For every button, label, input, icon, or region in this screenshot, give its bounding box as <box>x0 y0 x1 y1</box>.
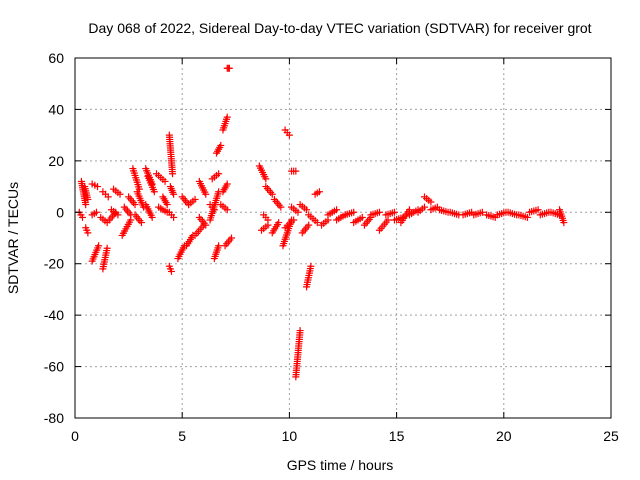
data-point <box>217 141 225 149</box>
data-point <box>170 213 178 221</box>
y-tick-label: -20 <box>44 256 64 272</box>
data-point <box>478 208 486 216</box>
data-point <box>427 198 435 206</box>
y-tick-label: 60 <box>48 50 64 66</box>
data-point <box>268 190 276 198</box>
data-point <box>92 208 100 216</box>
data-point <box>375 208 383 216</box>
data-point <box>215 170 223 178</box>
data-point <box>114 211 122 219</box>
y-tick-label: 20 <box>48 153 64 169</box>
data-point <box>167 267 175 275</box>
y-tick-label: -60 <box>44 359 64 375</box>
data-point <box>294 208 302 216</box>
data-point <box>116 190 124 198</box>
data-point <box>150 188 158 196</box>
y-tick-label: -80 <box>44 410 64 426</box>
data-point <box>202 221 210 229</box>
data-point <box>285 131 293 139</box>
data-point <box>202 190 210 198</box>
data-point <box>277 203 285 211</box>
data-point <box>390 208 398 216</box>
data-point <box>303 206 311 214</box>
data-point <box>523 213 531 221</box>
x-tick-label: 0 <box>71 428 79 444</box>
x-tick-label: 20 <box>496 428 512 444</box>
data-point <box>313 219 321 227</box>
data-point <box>264 216 272 224</box>
chart-title: Day 068 of 2022, Sidereal Day-to-day VTE… <box>88 20 591 36</box>
data-point <box>84 229 92 237</box>
plot-frame <box>74 57 612 419</box>
data-point <box>95 242 103 250</box>
data-point <box>228 234 236 242</box>
y-tick-label: -40 <box>44 307 64 323</box>
y-tick-label: 40 <box>48 101 64 117</box>
data-point <box>307 262 315 270</box>
grid-lines <box>75 58 611 418</box>
y-tick-label: 0 <box>56 204 64 220</box>
data-point <box>94 183 102 191</box>
data-point <box>79 213 87 221</box>
data-point <box>350 208 358 216</box>
data-point <box>163 201 171 209</box>
data-point <box>170 190 178 198</box>
data-point <box>223 113 231 121</box>
data-points <box>75 64 568 381</box>
y-axis-label: SDTVAR / TECUs <box>5 182 21 294</box>
data-point <box>223 206 231 214</box>
x-tick-label: 5 <box>178 428 186 444</box>
x-tick-label: 10 <box>282 428 298 444</box>
data-point <box>215 242 223 250</box>
data-point <box>225 64 233 72</box>
data-point <box>296 327 304 335</box>
x-axis-ticks: 0 5 10 15 20 25 <box>71 58 619 444</box>
x-tick-label: 25 <box>603 428 619 444</box>
data-point <box>148 213 156 221</box>
data-point <box>191 195 199 203</box>
data-point <box>275 219 283 227</box>
data-point <box>103 244 111 252</box>
data-point <box>82 201 90 209</box>
data-point <box>358 213 366 221</box>
data-point <box>169 170 177 178</box>
data-point <box>131 201 139 209</box>
data-point <box>420 203 428 211</box>
data-point <box>292 167 300 175</box>
data-point <box>305 221 313 229</box>
data-point <box>84 195 92 203</box>
data-point <box>534 206 542 214</box>
data-point <box>161 177 169 185</box>
data-point <box>210 206 218 214</box>
data-point <box>560 219 568 227</box>
data-point <box>315 188 323 196</box>
y-axis-ticks: -80 -60 -40 -20 0 20 40 60 <box>44 50 611 426</box>
x-tick-label: 15 <box>389 428 405 444</box>
data-point <box>290 216 298 224</box>
data-point <box>223 180 231 188</box>
data-point <box>262 175 270 183</box>
data-point <box>137 219 145 227</box>
data-point <box>104 193 112 201</box>
x-axis-label: GPS time / hours <box>287 457 394 473</box>
data-point <box>333 206 341 214</box>
